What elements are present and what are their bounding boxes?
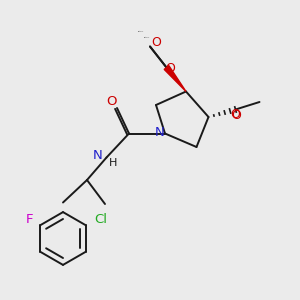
Text: methoxy: methoxy [138,31,144,32]
Polygon shape [164,66,186,92]
Text: O: O [152,35,161,49]
Text: F: F [26,213,33,226]
Text: N: N [93,148,103,162]
Text: O: O [166,61,175,75]
Text: O: O [232,109,241,122]
Text: H: H [109,158,117,168]
Text: O: O [231,108,240,122]
Text: methoxy: methoxy [144,37,150,38]
Text: N: N [155,126,164,140]
Text: Cl: Cl [94,213,107,226]
Text: O: O [106,95,117,109]
